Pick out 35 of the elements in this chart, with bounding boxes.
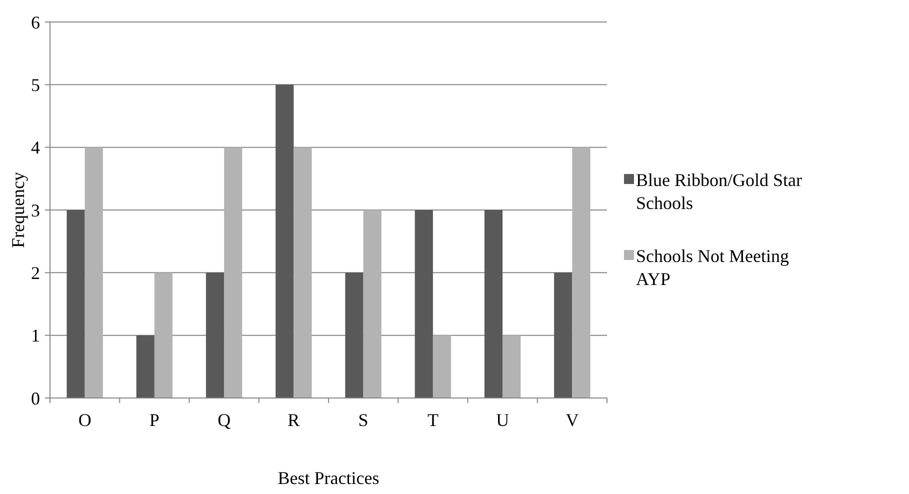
- bar: [432, 335, 452, 398]
- bar: [136, 335, 154, 398]
- x-tick-label: R: [288, 410, 300, 430]
- bar: [414, 210, 433, 398]
- x-tick-label: O: [78, 410, 92, 430]
- bar: [66, 210, 85, 398]
- x-tick-label: T: [427, 410, 438, 430]
- x-axis-title: Best Practices: [278, 468, 380, 488]
- x-tick-label: P: [149, 410, 160, 430]
- bar: [484, 210, 503, 398]
- y-tick-label: 5: [31, 74, 40, 95]
- y-tick-label: 6: [31, 12, 40, 32]
- bar: [276, 84, 294, 398]
- y-tick-label: 3: [31, 200, 40, 220]
- bar: [502, 335, 521, 398]
- y-tick-label: 2: [31, 262, 40, 283]
- y-tick-label: 0: [31, 388, 40, 408]
- bar: [345, 272, 364, 398]
- legend-label: Blue Ribbon/Gold Star Schools: [636, 170, 802, 213]
- y-tick-label: 1: [31, 326, 40, 346]
- bar: [363, 210, 382, 398]
- y-tick-label: 4: [31, 138, 40, 158]
- bar: [294, 147, 312, 398]
- bar: [224, 147, 242, 398]
- x-tick-label: S: [358, 410, 368, 430]
- bar: [206, 272, 224, 398]
- bar: [572, 147, 590, 398]
- y-axis-title: Frequency: [8, 172, 28, 248]
- bar: [84, 147, 103, 398]
- x-tick-label: Q: [218, 410, 231, 430]
- bar: [154, 272, 173, 398]
- legend-label: Schools Not Meeting AYP: [636, 246, 789, 289]
- x-tick-label: V: [566, 410, 579, 430]
- x-tick-label: U: [496, 410, 510, 430]
- bar: [554, 272, 572, 398]
